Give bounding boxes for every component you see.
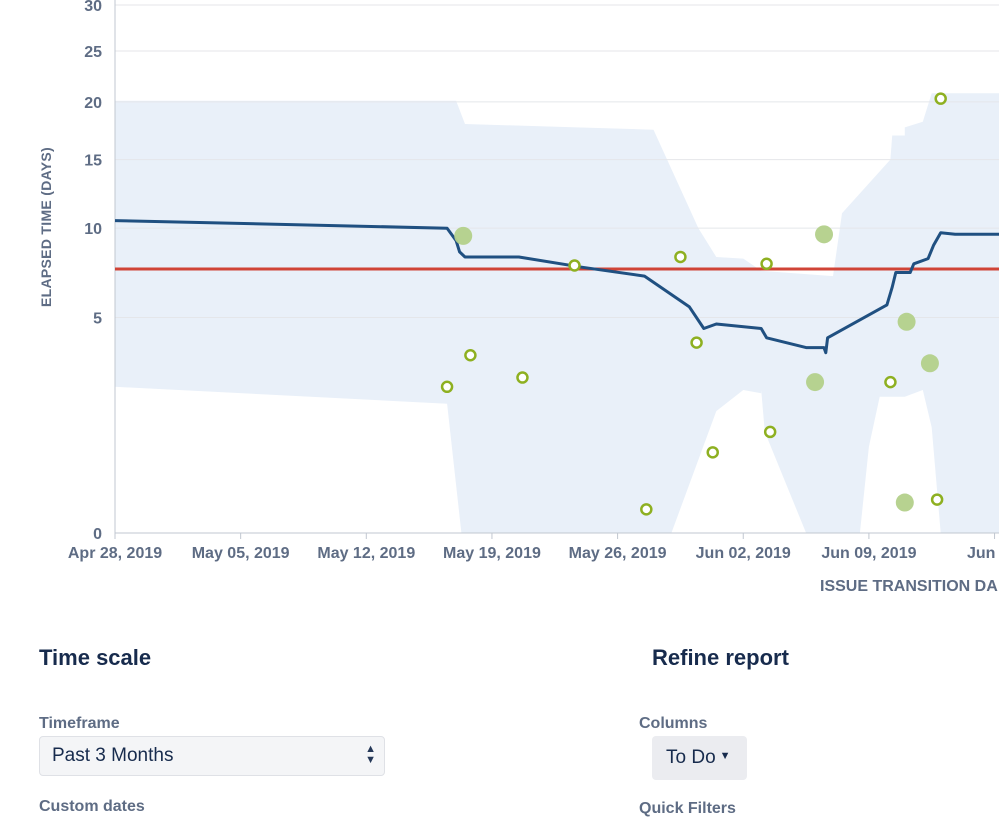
y-tick-label: 15 xyxy=(84,153,102,170)
caret-down-icon: ▼ xyxy=(719,750,731,762)
issue-cluster-point xyxy=(806,373,825,392)
issue-point xyxy=(930,493,944,506)
x-tick-label: May 05, 2019 xyxy=(192,545,290,562)
y-tick-label: 30 xyxy=(84,0,102,15)
chart-canvas: 0 5 10 15 20 25 30 Apr 28, 2019 May 05, 2019 May … xyxy=(68,0,999,562)
issue-cluster-point xyxy=(895,493,914,512)
issue-point xyxy=(884,375,897,389)
issue-point xyxy=(690,336,703,349)
y-tick-label: 20 xyxy=(84,95,102,112)
issue-point xyxy=(760,257,773,271)
issue-point xyxy=(934,92,947,105)
rolling-average-line xyxy=(114,219,999,355)
issue-point xyxy=(763,425,777,439)
x-tick-label: May 12, 2019 xyxy=(317,545,415,562)
x-tick-label: Jun 02, 2019 xyxy=(696,545,791,562)
issue-point xyxy=(640,503,653,516)
refine-report-heading: Refine report xyxy=(652,645,789,670)
y-axis-title: ELAPSED TIME (DAYS) xyxy=(38,147,54,307)
issue-point xyxy=(516,371,529,384)
timeframe-label: Timeframe xyxy=(39,715,120,732)
timeframe-value: Past 3 Months xyxy=(52,745,174,766)
issue-point xyxy=(706,446,719,459)
columns-dropdown[interactable]: To Do ▼ xyxy=(652,736,747,780)
issue-point xyxy=(568,259,581,272)
columns-value: To Do xyxy=(666,747,716,768)
issue-point xyxy=(464,348,477,362)
issue-point xyxy=(440,380,454,394)
x-tick-label: Apr 28, 2019 xyxy=(68,545,162,562)
x-tick-label: Jun 16, xyxy=(967,545,999,562)
y-tick-label: 10 xyxy=(84,221,102,238)
y-tick-label: 25 xyxy=(84,44,102,61)
issue-cluster-point xyxy=(920,354,939,373)
issue-cluster-point xyxy=(454,226,473,245)
time-scale-heading: Time scale xyxy=(39,645,152,670)
control-chart: 0 5 10 15 20 25 30 Apr 28, 2019 May 05, 2019 May … xyxy=(38,0,999,595)
x-axis-title: ISSUE TRANSITION DA xyxy=(820,578,998,595)
standard-deviation-band xyxy=(115,93,999,533)
custom-dates-label: Custom dates xyxy=(39,798,145,815)
x-tick-label: Jun 09, 2019 xyxy=(821,545,916,562)
x-tick-label: May 26, 2019 xyxy=(569,545,667,562)
issue-cluster-point xyxy=(897,312,916,331)
quick-filters-label: Quick Filters xyxy=(639,800,736,817)
select-arrows-icon: ▲ ▼ xyxy=(365,743,376,766)
x-tick-label: May 19, 2019 xyxy=(443,545,541,562)
issue-cluster-point xyxy=(815,225,834,244)
y-tick-label: 0 xyxy=(93,526,102,543)
timeframe-select[interactable]: Past 3 Months ▲ ▼ xyxy=(39,736,385,776)
issue-point xyxy=(674,250,687,264)
columns-label: Columns xyxy=(639,715,708,732)
y-tick-label: 5 xyxy=(93,310,102,327)
